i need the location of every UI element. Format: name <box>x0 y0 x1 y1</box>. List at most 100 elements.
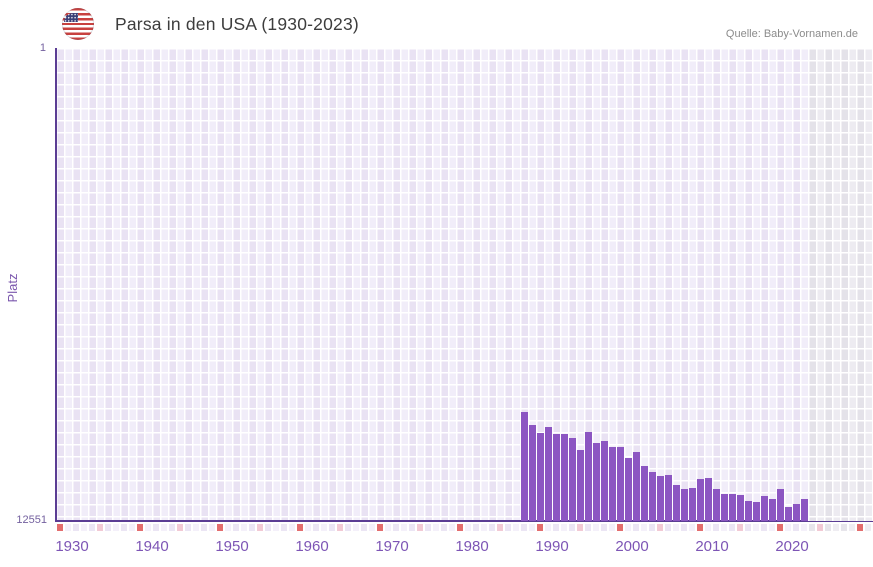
timeline-cell-1964 <box>328 524 335 531</box>
timeline-cell-2008 <box>680 524 687 531</box>
timeline-cell-2005 <box>656 524 663 531</box>
y-axis-line <box>55 48 57 522</box>
timeline-cell-2001 <box>624 524 631 531</box>
rank-bar-2011[interactable] <box>704 478 712 521</box>
rank-bar-2006[interactable] <box>664 475 672 521</box>
rank-bar-2018[interactable] <box>760 496 768 521</box>
rank-bar-1989[interactable] <box>528 424 536 521</box>
timeline-cell-1975 <box>416 524 423 531</box>
timeline-cell-1986 <box>504 524 511 531</box>
rank-bar-2019[interactable] <box>768 498 776 521</box>
timeline-cell-1996 <box>584 524 591 531</box>
x-tick-label-1930: 1930 <box>55 538 89 555</box>
rank-bar-2007[interactable] <box>672 484 680 521</box>
rank-bar-2023[interactable] <box>800 498 808 521</box>
timeline-cell-1997 <box>592 524 599 531</box>
rank-bar-2017[interactable] <box>752 502 760 521</box>
timeline-cell-2029 <box>848 524 855 531</box>
rank-bar-1992[interactable] <box>552 434 560 521</box>
rank-bar-1994[interactable] <box>568 437 576 521</box>
timeline-cell-1989 <box>528 524 535 531</box>
timeline-cell-2023 <box>800 524 807 531</box>
timeline-cell-2025 <box>816 524 823 531</box>
rank-bar-2005[interactable] <box>656 476 664 521</box>
rank-bar-2020[interactable] <box>776 489 784 521</box>
timeline-cell-1954 <box>248 524 255 531</box>
x-tick-label-2020: 2020 <box>775 538 809 555</box>
timeline-cell-2031 <box>864 524 871 531</box>
timeline-cell-1977 <box>432 524 439 531</box>
timeline-cell-1935 <box>96 524 103 531</box>
timeline-cell-1972 <box>392 524 399 531</box>
rank-bar-2022[interactable] <box>792 504 800 521</box>
rank-bar-1988[interactable] <box>520 412 528 521</box>
timeline-cell-1969 <box>368 524 375 531</box>
rank-bar-1995[interactable] <box>576 450 584 521</box>
timeline-cell-1988 <box>520 524 527 531</box>
rank-bar-2008[interactable] <box>680 489 688 521</box>
timeline-cell-1980 <box>456 524 463 531</box>
rank-bar-2021[interactable] <box>784 507 792 521</box>
rank-bar-2000[interactable] <box>616 447 624 521</box>
timeline-cell-1960 <box>296 524 303 531</box>
rank-bar-2003[interactable] <box>640 465 648 521</box>
timeline-cell-1931 <box>64 524 71 531</box>
rank-bar-2012[interactable] <box>712 489 720 521</box>
timeline-cell-1961 <box>304 524 311 531</box>
x-tick-label-1980: 1980 <box>455 538 489 555</box>
rank-bar-1997[interactable] <box>592 443 600 521</box>
rank-bar-2010[interactable] <box>696 478 704 521</box>
timeline-cell-1941 <box>144 524 151 531</box>
rank-bar-1996[interactable] <box>584 432 592 521</box>
y-axis-bottom-tick-label: 12551 <box>16 514 47 526</box>
timeline-cell-2010 <box>696 524 703 531</box>
timeline-cell-2019 <box>768 524 775 531</box>
timeline-cell-1992 <box>552 524 559 531</box>
timeline-cell-1979 <box>448 524 455 531</box>
x-tick-label-2010: 2010 <box>695 538 729 555</box>
rank-bar-1991[interactable] <box>544 427 552 521</box>
future-no-data-band <box>808 48 873 521</box>
rank-bar-1993[interactable] <box>560 434 568 521</box>
timeline-cell-2027 <box>832 524 839 531</box>
rank-bar-2009[interactable] <box>688 487 696 521</box>
timeline-cell-1956 <box>264 524 271 531</box>
rank-bar-2014[interactable] <box>728 494 736 521</box>
timeline-cell-1946 <box>184 524 191 531</box>
rank-bar-2015[interactable] <box>736 495 744 521</box>
timeline-cell-1971 <box>384 524 391 531</box>
source-credit: Quelle: Baby-Vornamen.de <box>725 28 858 40</box>
rank-bar-2004[interactable] <box>648 471 656 521</box>
timeline-cell-1950 <box>216 524 223 531</box>
rank-bar-2016[interactable] <box>744 501 752 521</box>
rank-bar-2013[interactable] <box>720 494 728 521</box>
timeline-cell-2016 <box>744 524 751 531</box>
us-flag-canton <box>64 12 78 23</box>
timeline-cell-1957 <box>272 524 279 531</box>
timeline-cell-1939 <box>128 524 135 531</box>
timeline-cell-2011 <box>704 524 711 531</box>
y-axis-title: Platz <box>5 273 20 303</box>
timeline-cell-2021 <box>784 524 791 531</box>
timeline-cell-1985 <box>496 524 503 531</box>
rank-bar-2001[interactable] <box>624 458 632 521</box>
timeline-cell-2013 <box>720 524 727 531</box>
timeline-cell-2015 <box>736 524 743 531</box>
rank-bar-1998[interactable] <box>600 440 608 521</box>
timeline-cell-1936 <box>104 524 111 531</box>
rank-bar-2002[interactable] <box>632 451 640 521</box>
timeline-cell-2024 <box>808 524 815 531</box>
rank-bar-1999[interactable] <box>608 446 616 521</box>
timeline-cell-1963 <box>320 524 327 531</box>
timeline-cell-1984 <box>488 524 495 531</box>
timeline-cell-1959 <box>288 524 295 531</box>
timeline-cell-1987 <box>512 524 519 531</box>
bars-layer <box>56 48 873 521</box>
timeline-marker-row <box>56 524 873 531</box>
rank-bar-1990[interactable] <box>536 432 544 521</box>
timeline-cell-2009 <box>688 524 695 531</box>
timeline-cell-1967 <box>352 524 359 531</box>
timeline-cell-1976 <box>424 524 431 531</box>
timeline-cell-2004 <box>648 524 655 531</box>
